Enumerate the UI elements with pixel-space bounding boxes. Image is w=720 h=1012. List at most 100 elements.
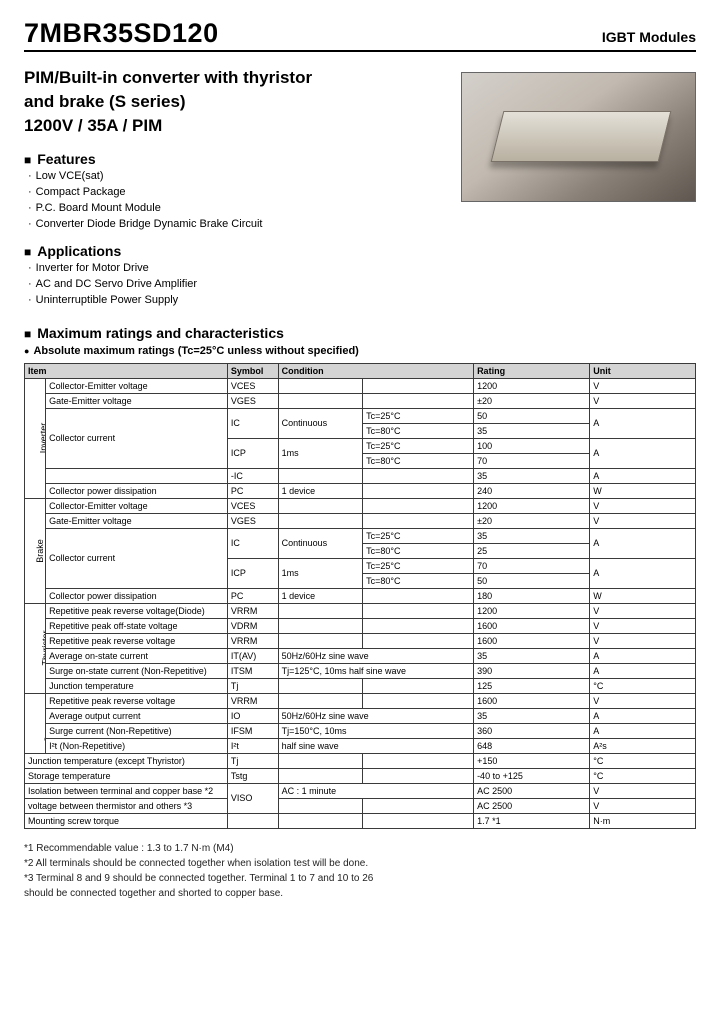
condition-cell: half sine wave [278, 738, 473, 753]
symbol-cell: VRRM [227, 603, 278, 618]
rating-cell: 70 [474, 453, 590, 468]
table-row: Mounting screw torque 1.7 *1N·m [25, 813, 696, 828]
application-item: AC and DC Servo Drive Amplifier [28, 277, 445, 293]
condition2-cell: Tc=80°C [363, 453, 474, 468]
symbol-cell: IFSM [227, 723, 278, 738]
rating-cell: 35 [474, 708, 590, 723]
product-title: PIM/Built-in converter with thyristor an… [24, 66, 445, 137]
table-row: BrakeCollector-Emitter voltageVCES1200V [25, 498, 696, 513]
rating-cell: 1200 [474, 378, 590, 393]
symbol-cell: IC [227, 408, 278, 438]
table-row: voltage between thermistor and others *3… [25, 798, 696, 813]
unit-cell: A [590, 663, 696, 678]
rating-cell: +150 [474, 753, 590, 768]
condition2-cell: Tc=25°C [363, 528, 474, 543]
condition-cell [278, 468, 363, 483]
group-label: Converter [25, 693, 46, 753]
symbol-cell: PC [227, 483, 278, 498]
intro-column: PIM/Built-in converter with thyristor an… [24, 66, 445, 319]
condition2-cell [363, 678, 474, 693]
features-list: Low VCE(sat)Compact PackageP.C. Board Mo… [28, 169, 445, 233]
unit-cell: N·m [590, 813, 696, 828]
unit-cell: A [590, 438, 696, 468]
symbol-cell: I²t [227, 738, 278, 753]
unit-cell: V [590, 783, 696, 798]
symbol-cell: VRRM [227, 693, 278, 708]
rating-cell: -40 to +125 [474, 768, 590, 783]
item-cell: Mounting screw torque [25, 813, 228, 828]
applications-list: Inverter for Motor DriveAC and DC Servo … [28, 261, 445, 309]
symbol-cell: IC [227, 528, 278, 558]
condition2-cell [363, 513, 474, 528]
rating-cell: 1600 [474, 693, 590, 708]
table-row: Junction temperatureTj125°C [25, 678, 696, 693]
table-row: -IC35A [25, 468, 696, 483]
table-row: Junction temperature (except Thyristor)T… [25, 753, 696, 768]
item-cell: Junction temperature [46, 678, 228, 693]
condition2-cell [363, 633, 474, 648]
symbol-cell: VGES [227, 393, 278, 408]
application-item: Inverter for Motor Drive [28, 261, 445, 277]
unit-cell: V [590, 393, 696, 408]
rating-cell: 35 [474, 468, 590, 483]
group-label: Brake [25, 498, 46, 603]
part-number: 7MBR35SD120 [24, 18, 219, 49]
table-row: Average on-state currentIT(AV)50Hz/60Hz … [25, 648, 696, 663]
condition-cell [278, 393, 363, 408]
rating-cell: AC 2500 [474, 798, 590, 813]
th-item: Item [25, 363, 228, 378]
item-cell: Average output current [46, 708, 228, 723]
condition2-cell: Tc=80°C [363, 573, 474, 588]
table-row: ConverterRepetitive peak reverse voltage… [25, 693, 696, 708]
item-cell: Collector power dissipation [46, 588, 228, 603]
condition-cell [278, 498, 363, 513]
table-row: Collector currentICContinuousTc=25°C35A [25, 528, 696, 543]
item-cell: Repetitive peak reverse voltage(Diode) [46, 603, 228, 618]
condition2-cell [363, 693, 474, 708]
item-cell: Collector current [46, 408, 228, 468]
condition-cell [278, 603, 363, 618]
table-row: Isolation between terminal and copper ba… [25, 783, 696, 798]
symbol-cell: Tj [227, 678, 278, 693]
symbol-cell: PC [227, 588, 278, 603]
item-cell [46, 468, 228, 483]
condition2-cell [363, 603, 474, 618]
item-cell: Repetitive peak reverse voltage [46, 633, 228, 648]
condition2-cell [363, 498, 474, 513]
condition-cell: Continuous [278, 408, 363, 438]
table-row: Collector power dissipationPC1 device240… [25, 483, 696, 498]
item-cell: voltage between thermistor and others *3 [25, 798, 228, 813]
rating-cell: 50 [474, 573, 590, 588]
rating-cell: 1.7 *1 [474, 813, 590, 828]
rating-cell: 648 [474, 738, 590, 753]
ratings-table: Item Symbol Condition Rating Unit Invert… [24, 363, 696, 829]
unit-cell: °C [590, 678, 696, 693]
unit-cell: V [590, 693, 696, 708]
table-row: Gate-Emitter voltageVGES±20V [25, 393, 696, 408]
item-cell: Collector power dissipation [46, 483, 228, 498]
group-label: Thyristor [25, 603, 46, 693]
condition-cell: 1ms [278, 438, 363, 468]
symbol-cell: -IC [227, 468, 278, 483]
symbol-cell: VRRM [227, 633, 278, 648]
maxratings-subheading: Absolute maximum ratings (Tc=25°C unless… [24, 345, 696, 357]
unit-cell: V [590, 798, 696, 813]
unit-cell: V [590, 633, 696, 648]
features-heading: Features [24, 151, 445, 167]
condition2-cell: Tc=80°C [363, 423, 474, 438]
item-cell: Collector-Emitter voltage [46, 378, 228, 393]
condition2-cell [363, 813, 474, 828]
condition2-cell: Tc=80°C [363, 543, 474, 558]
condition2-cell [363, 393, 474, 408]
symbol-cell: IO [227, 708, 278, 723]
condition-cell [278, 678, 363, 693]
ratings-body: InverterCollector-Emitter voltageVCES120… [25, 378, 696, 828]
table-row: Average output currentIO50Hz/60Hz sine w… [25, 708, 696, 723]
condition2-cell [363, 588, 474, 603]
table-header-row: Item Symbol Condition Rating Unit [25, 363, 696, 378]
condition-cell [278, 378, 363, 393]
item-cell: Collector current [46, 528, 228, 588]
symbol-cell: ITSM [227, 663, 278, 678]
application-item: Uninterruptible Power Supply [28, 293, 445, 309]
condition-cell: Tj=125°C, 10ms half sine wave [278, 663, 473, 678]
